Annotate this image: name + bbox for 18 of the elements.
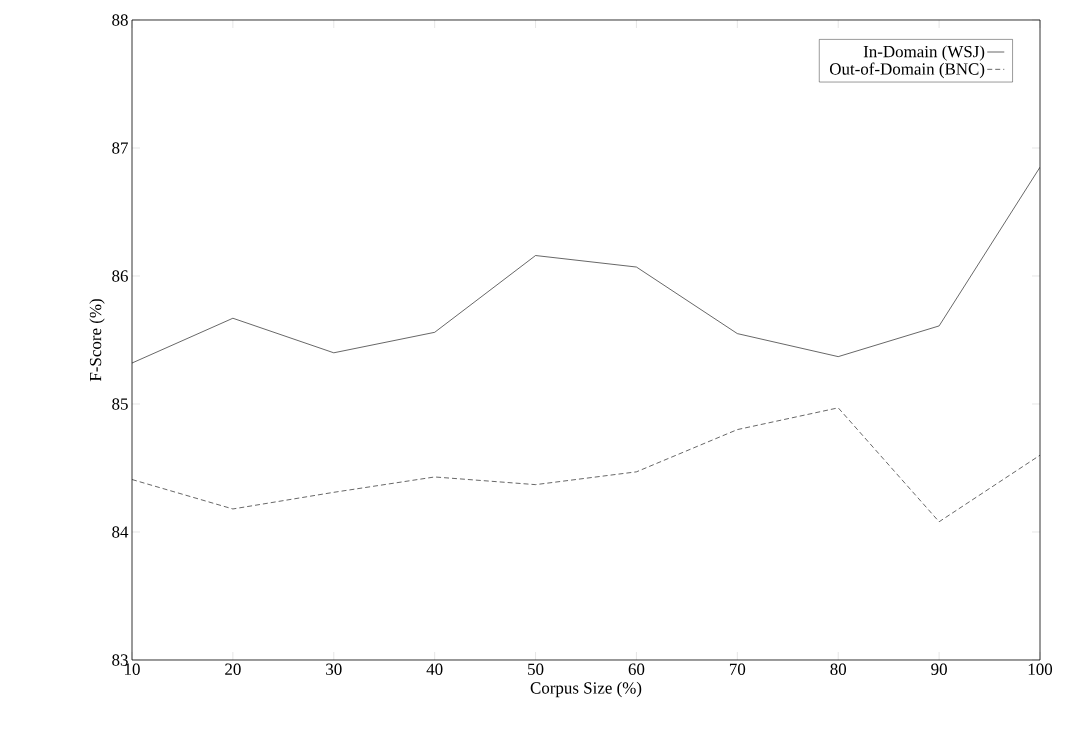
y-axis-title: F-Score (%) [89, 299, 105, 382]
x-tick-label: 100 [1028, 663, 1053, 675]
x-tick-label: 40 [426, 663, 443, 675]
legend-label: In-Domain (WSJ) [863, 45, 985, 61]
legend-label: Out-of-Domain (BNC) [829, 62, 985, 79]
y-tick-label: 85 [112, 398, 128, 410]
x-tick-label: 80 [830, 663, 847, 675]
x-axis-title: Corpus Size (%) [530, 681, 642, 698]
x-tick-label: 30 [326, 663, 342, 675]
y-tick-label: 86 [112, 270, 128, 282]
y-tick-label: 88 [112, 14, 128, 26]
x-tick-label: 50 [528, 663, 544, 675]
x-tick-label: 90 [931, 663, 947, 675]
y-tick-label: 87 [112, 142, 128, 154]
y-tick-label: 84 [112, 526, 129, 538]
x-tick-label: 60 [628, 663, 645, 675]
x-tick-label: 70 [729, 663, 746, 675]
x-tick-label: 20 [225, 663, 241, 675]
